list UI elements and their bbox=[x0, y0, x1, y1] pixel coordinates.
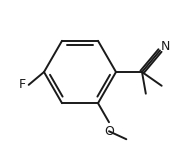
Text: N: N bbox=[160, 40, 170, 53]
Text: F: F bbox=[19, 78, 26, 91]
Text: O: O bbox=[104, 125, 114, 138]
